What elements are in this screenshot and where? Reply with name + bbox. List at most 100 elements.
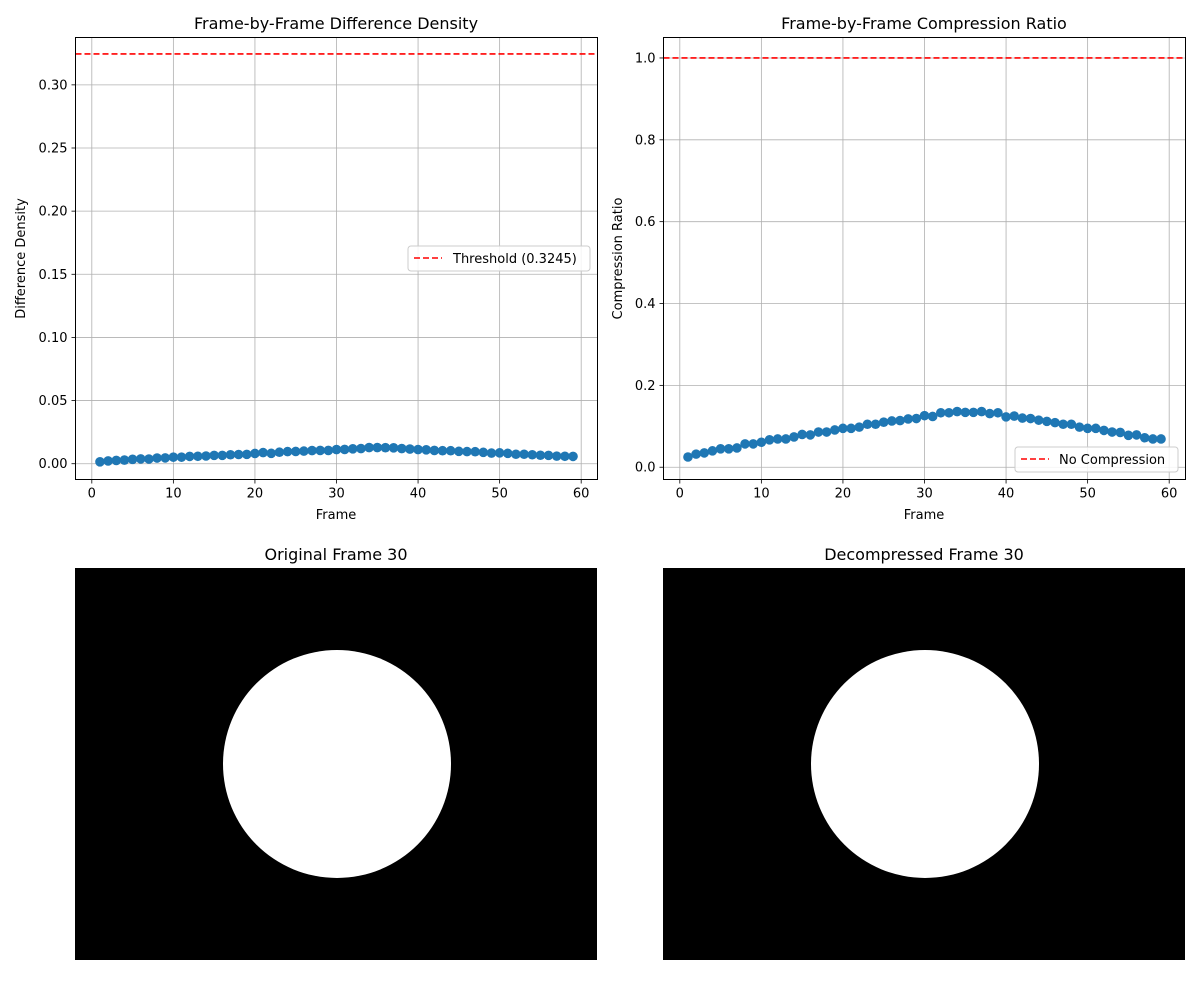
data-point: [936, 407, 946, 418]
data-point: [854, 422, 865, 432]
legend-label-no-compression: No Compression: [1059, 453, 1165, 468]
data-point: [241, 449, 252, 460]
data-point: [323, 445, 334, 456]
legend-box: [407, 245, 591, 272]
data-point: [715, 444, 726, 454]
data-point: [233, 449, 244, 460]
data-point: [691, 449, 701, 459]
chart-title: Frame-by-Frame Difference Density: [194, 14, 478, 33]
data-point: [560, 451, 570, 462]
data-point: [846, 423, 856, 434]
y-tick-label: 0.30: [39, 78, 68, 93]
x-tick-label: 60: [1161, 487, 1178, 502]
data-point: [707, 446, 718, 456]
data-point: [952, 406, 962, 417]
data-point: [1123, 430, 1134, 441]
data-point: [862, 419, 873, 430]
data-point: [756, 437, 767, 448]
white-circle-shape: [811, 650, 1039, 878]
difference-density-chart: Frame-by-Frame Difference Density 0 10 20 3…: [14, 14, 598, 523]
data-point: [135, 454, 146, 464]
decompressed-frame-panel: Decompressed Frame 30: [663, 545, 1185, 960]
x-tick-label: 0: [676, 487, 684, 502]
data-point: [315, 445, 325, 456]
y-tick-label: 1.0: [635, 51, 656, 66]
data-point: [1156, 434, 1166, 444]
data-point: [895, 415, 905, 426]
data-point: [437, 445, 448, 456]
data-point: [1148, 434, 1158, 444]
data-point: [511, 449, 521, 460]
data-point: [723, 444, 734, 454]
data-point: [372, 442, 383, 453]
data-point: [380, 442, 391, 453]
data-point: [388, 443, 399, 453]
data-point: [968, 407, 979, 418]
data-point: [462, 446, 472, 457]
data-point: [176, 452, 187, 462]
data-point: [683, 452, 693, 462]
data-point: [339, 444, 350, 455]
y-tick-label: 0.25: [39, 142, 68, 157]
x-tick-label: 20: [247, 487, 264, 502]
data-point: [103, 456, 113, 466]
data-point: [878, 417, 889, 428]
data-point: [95, 457, 105, 467]
data-point: [984, 408, 995, 419]
data-point: [1090, 423, 1101, 434]
data-point: [519, 449, 529, 460]
data-point: [797, 429, 807, 440]
x-tick-label: 30: [916, 487, 933, 502]
data-point: [119, 455, 130, 465]
data-point: [535, 450, 546, 461]
data-point: [1042, 416, 1052, 427]
y-tick-label: 0.0: [635, 461, 656, 476]
data-point: [307, 445, 317, 456]
white-circle-shape: [223, 650, 451, 878]
data-series: [75, 53, 598, 467]
y-tick-label: 0.15: [39, 268, 68, 283]
data-point: [772, 434, 783, 444]
y-tick-label: 0.05: [39, 394, 68, 409]
data-point: [331, 444, 342, 455]
data-point: [748, 439, 759, 449]
data-point: [870, 419, 881, 430]
data-point: [274, 447, 285, 458]
grid-lines: [663, 37, 1186, 480]
data-point: [789, 432, 799, 442]
x-tick-label: 20: [835, 487, 852, 502]
data-point: [502, 448, 513, 459]
chart-title: Frame-by-Frame Compression Ratio: [781, 14, 1067, 33]
data-point: [919, 410, 930, 421]
data-point: [1131, 430, 1142, 440]
x-tick-label: 40: [410, 487, 427, 502]
data-point: [217, 450, 228, 461]
data-point: [111, 455, 122, 466]
data-series: [663, 57, 1186, 462]
data-point: [413, 444, 423, 455]
x-tick-label: 10: [753, 487, 770, 502]
data-point: [740, 439, 750, 449]
data-point: [184, 451, 195, 462]
y-tick-label: 0.20: [39, 205, 68, 220]
y-tick-label: 0.10: [39, 331, 68, 346]
data-point: [445, 445, 456, 456]
data-point: [478, 447, 489, 458]
legend-label-threshold: Threshold (0.3245): [452, 252, 577, 267]
data-point: [1074, 422, 1085, 432]
data-point: [364, 442, 374, 453]
compression-ratio-chart: Frame-by-Frame Compression Ratio 0 10 20 30…: [611, 14, 1186, 523]
y-axis-label: Difference Density: [14, 198, 29, 319]
x-axis-label: Frame: [316, 508, 357, 523]
data-point: [960, 407, 971, 418]
data-point: [976, 406, 987, 417]
data-point: [486, 448, 497, 458]
y-tick-label: 0.6: [635, 215, 656, 230]
data-point: [250, 448, 260, 459]
data-point: [152, 453, 162, 463]
data-point: [1082, 423, 1093, 434]
data-point: [1009, 411, 1020, 421]
data-point: [993, 407, 1003, 418]
x-tick-label: 10: [165, 487, 182, 502]
